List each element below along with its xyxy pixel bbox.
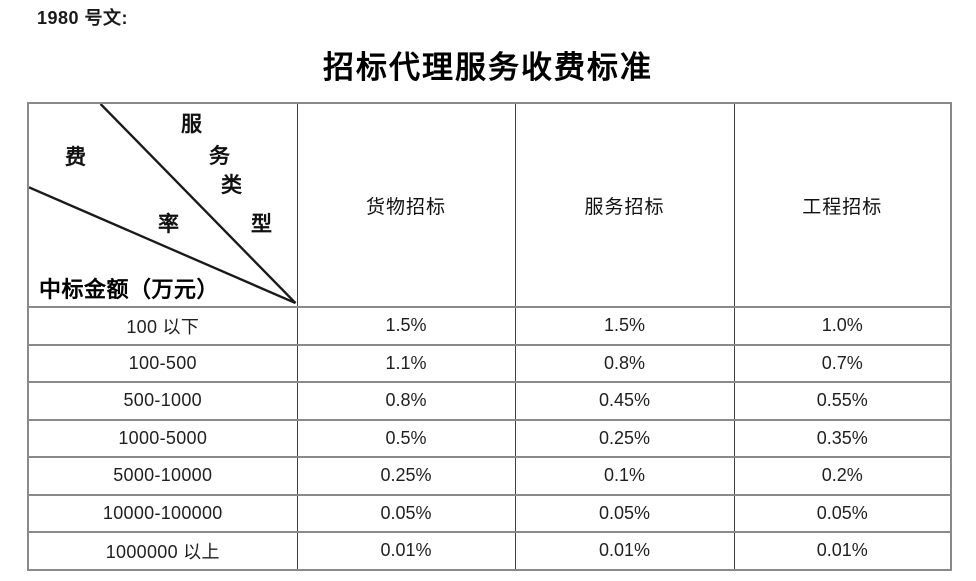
rate-cell-engineering: 0.35% [733, 418, 952, 458]
column-header-engineering: 工程招标 [733, 102, 952, 308]
table-row: 10000-100000 0.05% 0.05% 0.05% [27, 493, 952, 533]
corner-label-fee-rate-char: 费 [65, 145, 87, 169]
corner-label-fee-rate-char: 率 [158, 212, 180, 236]
table-row: 100-500 1.1% 0.8% 0.7% [27, 343, 952, 383]
rate-cell-goods: 1.5% [296, 306, 516, 346]
rate-cell-engineering: 0.05% [733, 493, 952, 533]
rate-cell-goods: 0.8% [296, 381, 516, 421]
rate-cell-engineering: 0.2% [733, 456, 952, 496]
amount-cell: 500-1000 [27, 381, 298, 421]
amount-cell: 1000000 以上 [27, 531, 298, 571]
rate-cell-engineering: 1.0% [733, 306, 952, 346]
diagonal-header-cell: 服 务 类 型 费 率 中标金额（万元） [27, 102, 298, 308]
rate-cell-service: 0.01% [514, 531, 735, 571]
rate-cell-service: 0.8% [514, 343, 735, 383]
amount-cell: 1000-5000 [27, 418, 298, 458]
column-header-service: 服务招标 [514, 102, 735, 308]
table-row: 500-1000 0.8% 0.45% 0.55% [27, 381, 952, 421]
rate-cell-engineering: 0.55% [733, 381, 952, 421]
table-row: 1000-5000 0.5% 0.25% 0.35% [27, 418, 952, 458]
diagonal-split-lines [29, 105, 296, 305]
header-row: 服 务 类 型 费 率 中标金额（万元） 货物招标 服务招标 工程招标 [27, 102, 952, 308]
corner-label-amount: 中标金额（万元） [39, 277, 220, 302]
amount-cell: 100 以下 [27, 306, 298, 346]
rate-cell-engineering: 0.01% [733, 531, 952, 571]
table-row: 5000-10000 0.25% 0.1% 0.2% [27, 456, 952, 496]
diagonal-line-lower [29, 186, 296, 305]
corner-label-service-type-char: 型 [251, 212, 273, 236]
doc-reference: 1980 号文: [37, 8, 129, 28]
column-header-goods: 货物招标 [296, 102, 516, 308]
rate-cell-goods: 0.05% [296, 493, 516, 533]
corner-label-service-type-char: 服 [181, 112, 203, 136]
amount-cell: 100-500 [27, 343, 298, 383]
rate-cell-goods: 0.25% [296, 456, 516, 496]
diagonal-line-upper [99, 105, 296, 304]
rate-cell-goods: 1.1% [296, 343, 516, 383]
rate-cell-service: 1.5% [514, 306, 735, 346]
rate-cell-goods: 0.5% [296, 418, 516, 458]
rate-cell-service: 0.45% [514, 381, 735, 421]
table-row: 100 以下 1.5% 1.5% 1.0% [27, 306, 952, 346]
rate-cell-engineering: 0.7% [733, 343, 952, 383]
table-row: 1000000 以上 0.01% 0.01% 0.01% [27, 531, 952, 571]
rate-cell-service: 0.05% [514, 493, 735, 533]
amount-cell: 10000-100000 [27, 493, 298, 533]
rate-cell-goods: 0.01% [296, 531, 516, 571]
amount-cell: 5000-10000 [27, 456, 298, 496]
rate-cell-service: 0.1% [514, 456, 735, 496]
fee-standards-table: 服 务 类 型 费 率 中标金额（万元） 货物招标 服务招标 工程招标 100 … [27, 102, 952, 571]
rate-cell-service: 0.25% [514, 418, 735, 458]
corner-label-service-type-char: 类 [221, 173, 243, 197]
corner-label-service-type-char: 务 [209, 144, 231, 168]
page-title: 招标代理服务收费标准 [323, 50, 653, 85]
